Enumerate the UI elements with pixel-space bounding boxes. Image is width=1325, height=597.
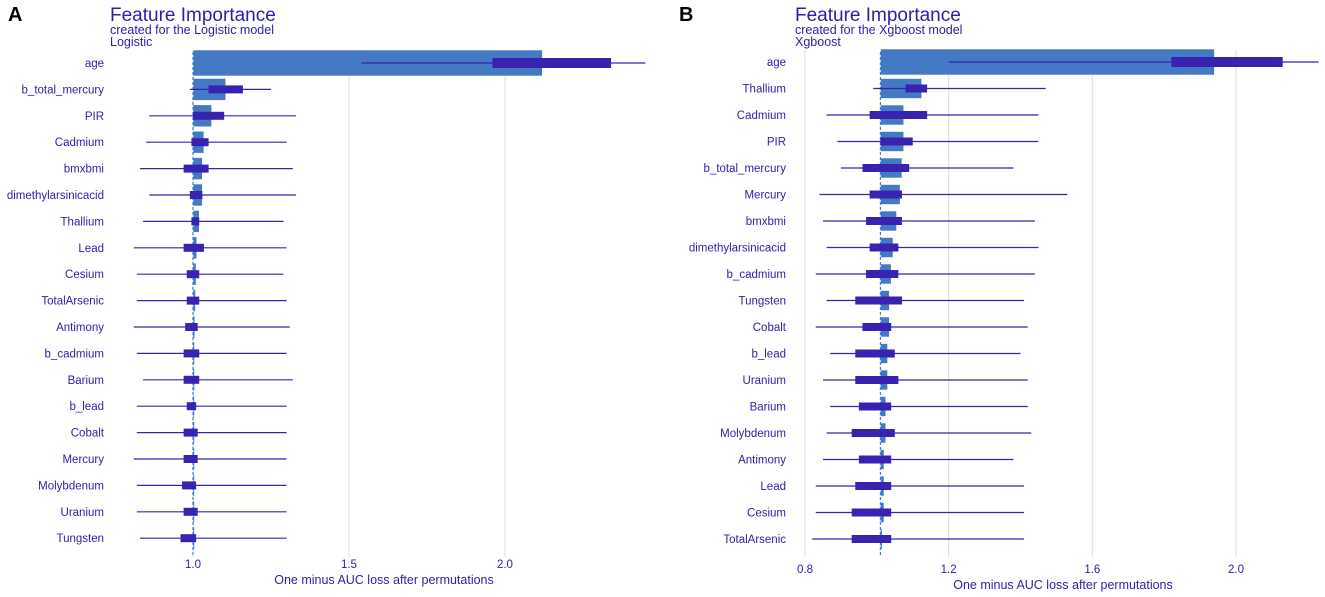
panel-a-box-Cobalt [183, 428, 198, 437]
panel-a-xtick-label: 2.0 [497, 559, 513, 571]
panel-a-box-b_cadmium [183, 349, 200, 358]
panel-b-label-Tungsten: Tungsten [738, 296, 786, 308]
panel-a-box-Cadmium [191, 138, 209, 147]
panel-b-label-Antimony: Antimony [738, 455, 786, 467]
panel-b-label-age: age [767, 57, 786, 69]
panel-a-box-bmxbmi [183, 164, 209, 173]
panel-a-label-bmxbmi: bmxbmi [64, 164, 104, 176]
panel-b-box-Cesium [851, 508, 892, 517]
panel-b-label-PIR: PIR [767, 137, 786, 149]
panel-b-box-Thallium [905, 84, 928, 93]
panel-b-box-Tungsten [855, 296, 902, 305]
panel-a-box-Thallium [191, 217, 200, 226]
panel-a: A Feature Importance created for the Log… [7, 4, 646, 587]
panel-a-label-Barium: Barium [68, 375, 104, 387]
panel-a-box-Uranium [183, 507, 198, 516]
panel-a-box-b_total_mercury [208, 85, 243, 94]
panel-a-box-TotalArsenic [186, 296, 200, 305]
panel-a-plot: 1.0 1.5 2.0 age b_total_mercury PIR Cadmium bmx… [7, 49, 646, 571]
panel-a-box-PIR [192, 111, 225, 120]
panel-b-box-Uranium [855, 376, 899, 384]
panel-a-label-PIR: PIR [85, 111, 104, 123]
panel-a-label-b_cadmium: b_cadmium [45, 348, 104, 360]
panel-b-box-Barium [858, 402, 892, 411]
panel-b-label-Uranium: Uranium [743, 375, 786, 387]
panel-a-letter: A [8, 4, 22, 26]
panel-a-label-b_total_mercury: b_total_mercury [22, 84, 105, 96]
panel-b-xlabel: One minus AUC loss after permutations [953, 578, 1173, 592]
panel-a-box-Tungsten [180, 534, 197, 543]
panel-b-box-b_total_mercury [862, 164, 910, 172]
panel-a-label-Cesium: Cesium [65, 269, 104, 281]
panel-a-box-b_lead [186, 402, 197, 411]
panel-a-xtick-label: 1.5 [341, 559, 357, 571]
panel-b-label-Cobalt: Cobalt [753, 322, 787, 334]
panel-a-label-Molybdenum: Molybdenum [38, 480, 104, 492]
panel-b-box-PIR [880, 137, 913, 146]
panel-a-box-Mercury [183, 455, 198, 463]
panel-a-box-age [492, 58, 612, 68]
panel-b-label-Thallium: Thallium [743, 84, 786, 96]
panel-a-label-Mercury: Mercury [62, 454, 104, 466]
panel-b-xtick-label: 1.6 [1084, 564, 1100, 576]
panel-b-box-Mercury [869, 190, 902, 199]
panel-b-label-Mercury: Mercury [744, 190, 786, 202]
panel-b-xtick-label: 1.2 [941, 564, 957, 576]
panel-a-label-Lead: Lead [78, 243, 104, 255]
panel-b-box-dimethylarsinicacid [869, 243, 899, 252]
panel-a-label-Uranium: Uranium [61, 507, 104, 519]
panel-b-box-Antimony [858, 455, 892, 464]
panel-b-box-Cobalt [862, 323, 892, 331]
panel-b-box-Cadmium [869, 111, 928, 119]
panel-a-box-Molybdenum [182, 481, 197, 490]
panel-a-label-dimethylarsinicacid: dimethylarsinicacid [7, 190, 104, 202]
panel-b-label-b_lead: b_lead [751, 349, 786, 361]
panel-b-box-b_lead [855, 349, 895, 358]
panel-a-title: Feature Importance [110, 5, 276, 26]
panel-b-box-bmxbmi [866, 217, 902, 225]
panel-a-box-Barium [183, 375, 200, 384]
panel-b-label-bmxbmi: bmxbmi [746, 216, 786, 228]
panel-b-label-Lead: Lead [760, 481, 786, 493]
panel-a-box-Cesium [186, 270, 200, 279]
panel-b-box-Lead [855, 482, 892, 490]
panel-b-label-Molybdenum: Molybdenum [720, 428, 786, 440]
panel-b-letter: B [679, 4, 693, 26]
panel-b-label-Cesium: Cesium [747, 508, 786, 520]
panel-a-box-dimethylarsinicacid [189, 191, 203, 199]
panel-a-label-Cobalt: Cobalt [71, 428, 105, 440]
panel-b-plot: 0.8 1.2 1.6 2.0 age Thallium Cadmium PIR b_total… [689, 48, 1319, 576]
panel-a-label-TotalArsenic: TotalArsenic [41, 296, 104, 308]
panel-b-model-label: Xgboost [795, 35, 841, 49]
panel-b-box-b_cadmium [866, 270, 899, 278]
panel-b-subtitle: created for the Xgboost model [795, 23, 962, 37]
panel-b-label-Barium: Barium [750, 402, 786, 414]
panel-b-label-Cadmium: Cadmium [737, 110, 786, 122]
panel-a-box-Lead [183, 243, 204, 252]
panel-a-xlabel: One minus AUC loss after permutations [274, 573, 494, 587]
panel-a-box-Antimony [185, 323, 198, 331]
panel-b-xtick-label: 0.8 [797, 564, 813, 576]
panel-a-label-b_lead: b_lead [69, 401, 104, 413]
panel-b-label-TotalArsenic: TotalArsenic [723, 534, 786, 546]
panel-b: B Feature Importance created for the Xgb… [679, 4, 1319, 592]
panel-a-subtitle: created for the Logistic model [110, 23, 274, 37]
panel-a-label-age: age [85, 58, 104, 70]
panel-b-box-age [1171, 57, 1283, 67]
panel-a-label-Thallium: Thallium [61, 216, 104, 228]
panel-b-title: Feature Importance [795, 5, 961, 26]
panel-a-label-Antimony: Antimony [56, 322, 104, 334]
panel-b-label-b_total_mercury: b_total_mercury [704, 163, 787, 175]
panel-a-label-Cadmium: Cadmium [55, 137, 104, 149]
panel-a-xtick-label: 1.0 [185, 559, 201, 571]
panel-a-label-Tungsten: Tungsten [56, 533, 104, 545]
panel-b-label-dimethylarsinicacid: dimethylarsinicacid [689, 243, 786, 255]
panel-a-model-label: Logistic [110, 35, 152, 49]
panel-b-box-TotalArsenic [851, 535, 892, 543]
panel-b-box-Molybdenum [851, 429, 895, 437]
panel-b-label-b_cadmium: b_cadmium [727, 269, 786, 281]
panel-b-xtick-label: 2.0 [1228, 564, 1244, 576]
